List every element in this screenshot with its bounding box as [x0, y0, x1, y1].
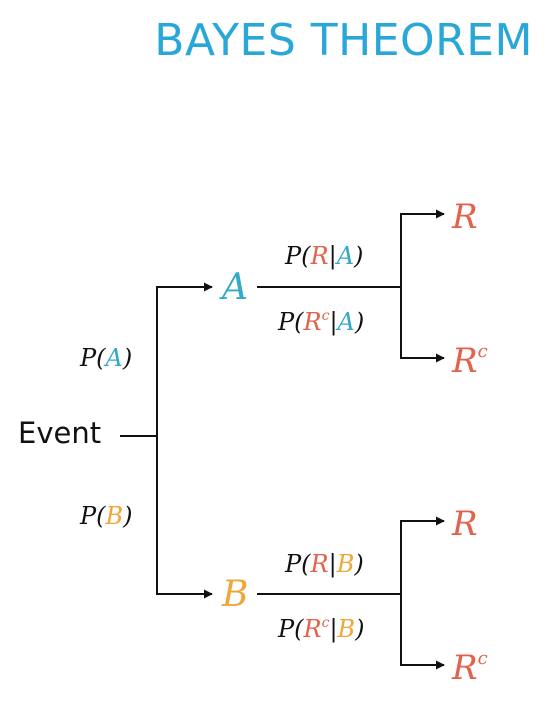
outcome-base: R — [451, 504, 478, 544]
root-label: Event — [18, 416, 101, 450]
result: R — [303, 615, 322, 643]
suffix: ) — [353, 242, 363, 270]
outcome-a-rc: Rc — [451, 341, 488, 381]
result: R — [310, 550, 329, 578]
complement: c — [322, 308, 330, 324]
outcome-base: R — [451, 648, 478, 688]
prob-rc-given-b: P(Rc|B) — [277, 615, 365, 644]
node-b: B — [221, 574, 248, 615]
bar: | — [329, 242, 337, 271]
prefix: P( — [284, 242, 311, 270]
event: B — [337, 615, 356, 643]
node-a: A — [219, 267, 248, 308]
bar: | — [329, 308, 337, 337]
result: R — [303, 308, 322, 336]
prob-a-event: A — [104, 344, 123, 372]
outcome-b-r: R — [451, 504, 478, 544]
result: R — [310, 242, 329, 270]
event: A — [336, 308, 355, 336]
complement: c — [322, 615, 330, 631]
suffix: ) — [354, 615, 364, 643]
suffix: ) — [354, 308, 364, 336]
prob-b-label: P(B) — [79, 502, 133, 530]
event: A — [335, 242, 354, 270]
outcome-b-rc: Rc — [451, 648, 488, 688]
outcome-base: R — [451, 341, 478, 381]
prob-r-given-a: P(R|A) — [284, 242, 363, 271]
prob-b-prefix: P( — [79, 502, 106, 530]
outcome-base: R — [451, 197, 478, 237]
event: B — [336, 550, 355, 578]
prob-b-event: B — [105, 502, 124, 530]
prob-rc-given-a: P(Rc|A) — [277, 308, 364, 337]
bar: | — [329, 550, 337, 579]
outcome-a-r: R — [451, 197, 478, 237]
prefix: P( — [277, 308, 304, 336]
bar: | — [329, 615, 337, 644]
prob-r-given-b: P(R|B) — [284, 550, 364, 579]
prob-a-prefix: P( — [79, 344, 106, 372]
prob-a-suffix: ) — [122, 344, 132, 372]
prob-a-label: P(A) — [79, 344, 132, 372]
page-title: BAYES THEOREM — [154, 15, 533, 66]
prefix: P( — [284, 550, 311, 578]
prob-b-suffix: ) — [122, 502, 132, 530]
prefix: P( — [277, 615, 304, 643]
outcome-complement: c — [478, 341, 488, 362]
suffix: ) — [353, 550, 363, 578]
outcome-complement: c — [478, 648, 488, 669]
